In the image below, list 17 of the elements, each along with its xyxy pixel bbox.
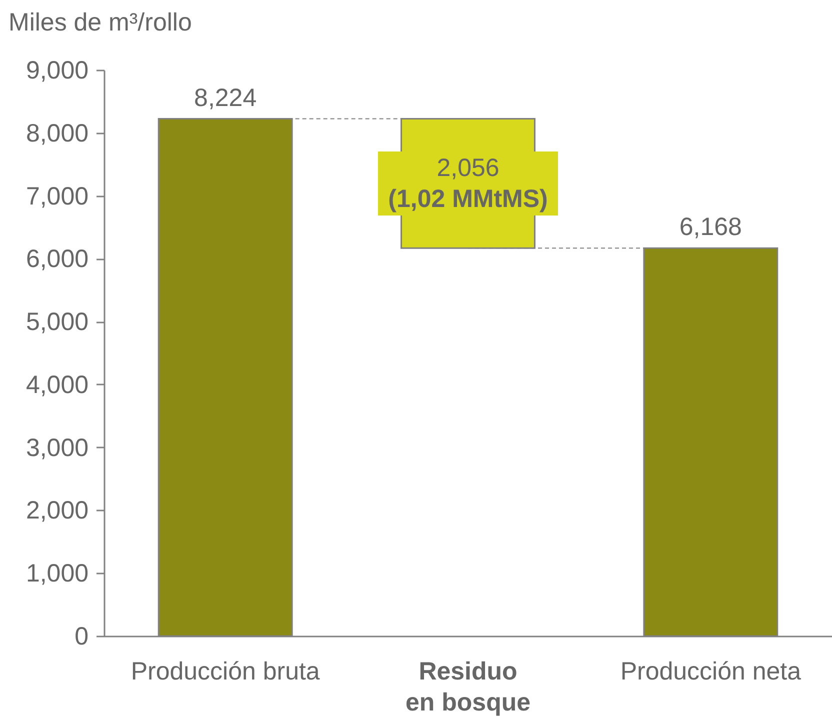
y-tick-label: 2,000 bbox=[26, 496, 88, 525]
y-tick-label: 3,000 bbox=[26, 434, 88, 462]
x-tick-label: Residuo en bosque bbox=[405, 658, 531, 716]
y-tick-label: 0 bbox=[74, 622, 88, 650]
y-tick-label: 7,000 bbox=[26, 182, 88, 210]
y-axis-title: Miles de m³/rollo bbox=[8, 8, 192, 36]
x-tick-label: Producción neta bbox=[620, 658, 802, 686]
data-label: 6,168 bbox=[679, 213, 742, 242]
data-label: 8,224 bbox=[194, 84, 257, 112]
y-tick-label: 5,000 bbox=[26, 308, 88, 336]
x-tick-label: Producción bruta bbox=[130, 658, 320, 686]
y-tick-label: 1,000 bbox=[26, 560, 88, 588]
data-label: 2,056 (1,02 MMtMS) bbox=[388, 154, 548, 213]
y-tick-label: 8,000 bbox=[26, 119, 88, 148]
y-tick-label: 6,000 bbox=[26, 245, 88, 274]
y-tick-label: 9,000 bbox=[26, 56, 88, 84]
y-tick-label: 4,000 bbox=[26, 370, 88, 399]
